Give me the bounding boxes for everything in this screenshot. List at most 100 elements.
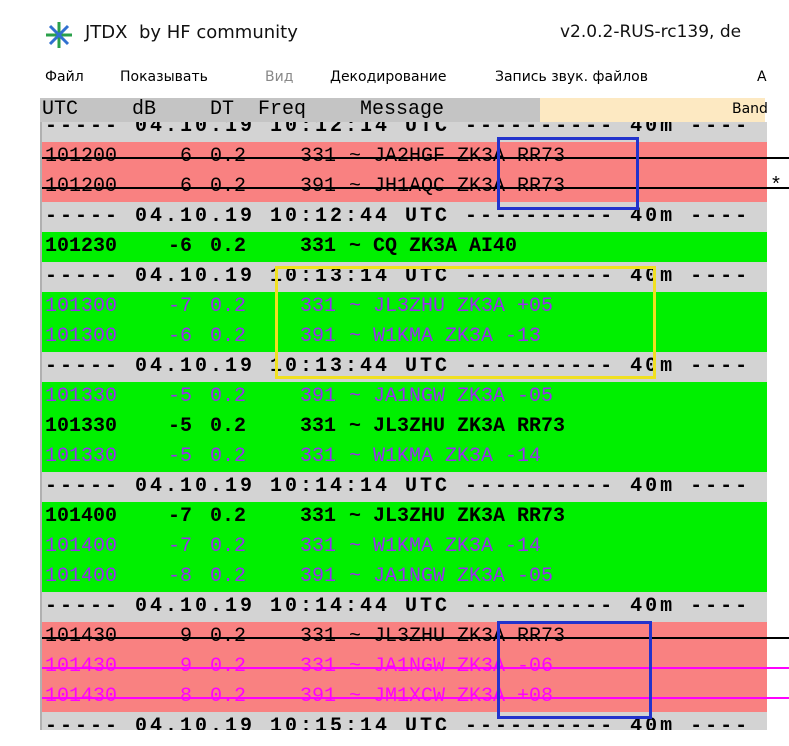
menu-item[interactable]: Вид	[265, 69, 294, 85]
db: -5	[167, 445, 192, 468]
col-dt[interactable]: DT	[210, 98, 235, 121]
strikethrough	[42, 667, 789, 669]
separator-text: ----- 04.10.19 10:15:14 UTC ---------- 4…	[45, 715, 751, 730]
time: 101230	[45, 235, 118, 258]
decode-list: ----- 04.10.19 10:12:14 UTC ---------- 4…	[40, 122, 789, 730]
dt: 0.2	[210, 145, 247, 168]
col-freq[interactable]: Freq	[258, 98, 307, 121]
db: -6	[167, 325, 192, 348]
freq: 391	[300, 385, 337, 408]
db: 6	[180, 142, 192, 172]
freq: 391	[300, 685, 337, 708]
db: -5	[167, 385, 192, 408]
decode-row[interactable]: 101400 -7 0.2 331 ~ W1KMA ZK3A -14	[42, 532, 767, 562]
dt: 0.2	[210, 535, 247, 558]
db: -8	[167, 565, 192, 588]
col-message[interactable]: Message	[360, 98, 445, 121]
strikethrough	[42, 697, 789, 699]
decode-row[interactable]: 101200 6 0.2 331 ~ JA2HGF ZK3A RR73	[42, 142, 789, 172]
dt: 0.2	[210, 625, 247, 648]
app-icon	[46, 22, 72, 48]
time: 101430	[45, 655, 118, 678]
menu-item[interactable]: А	[757, 69, 767, 85]
message: ~ JL3ZHU ZK3A RR73	[349, 625, 566, 648]
time: 101300	[45, 325, 118, 348]
freq: 331	[300, 445, 337, 468]
separator-row: ----- 04.10.19 10:12:14 UTC ---------- 4…	[42, 122, 767, 142]
decode-row[interactable]: 101200 6 0.2 391 ~ JH1AQC ZK3A RR73 *	[42, 172, 789, 202]
highlight-box	[497, 621, 652, 719]
dt: 0.2	[210, 235, 247, 258]
freq: 331	[300, 625, 337, 648]
decode-row[interactable]: 101230 -6 0.2 331 ~ CQ ZK3A AI40	[42, 232, 767, 262]
decode-row[interactable]: 101400 -7 0.2 331 ~ JL3ZHU ZK3A RR73	[42, 502, 767, 532]
highlight-box	[275, 266, 656, 379]
menu-item[interactable]: Запись звук. файлов	[495, 69, 648, 85]
separator-text: ----- 04.10.19 10:12:14 UTC ---------- 4…	[45, 122, 751, 138]
dt: 0.2	[210, 655, 247, 678]
message: ~ JL3ZHU ZK3A +05	[349, 295, 554, 318]
dt: 0.2	[210, 385, 247, 408]
separator-text: ----- 04.10.19 10:13:14 UTC ---------- 4…	[45, 265, 751, 288]
decode-row[interactable]: 101400 -8 0.2 391 ~ JA1NGW ZK3A -05	[42, 562, 767, 592]
time: 101200	[45, 175, 118, 198]
separator-row: ----- 04.10.19 10:14:14 UTC ---------- 4…	[42, 472, 767, 502]
strikethrough	[42, 157, 789, 159]
menu-item[interactable]: Файл	[45, 69, 84, 85]
decode-row[interactable]: 101430 9 0.2 331 ~ JA1NGW ZK3A -06	[42, 652, 789, 682]
decode-row[interactable]: 101300 -6 0.2 391 ~ W1KMA ZK3A -13	[42, 322, 767, 352]
strikethrough	[42, 187, 789, 189]
menu-item[interactable]: Декодирование	[330, 69, 447, 85]
message: ~ JA2HGF ZK3A RR73	[349, 145, 566, 168]
message: ~ JA1NGW ZK3A -06	[349, 655, 554, 678]
dt: 0.2	[210, 505, 247, 528]
window-title: JTDX by HF community	[85, 22, 298, 43]
col-band[interactable]: Band	[732, 101, 768, 117]
dt: 0.2	[210, 175, 247, 198]
dt: 0.2	[210, 565, 247, 588]
separator-row: ----- 04.10.19 10:15:14 UTC ---------- 4…	[42, 712, 767, 730]
dt: 0.2	[210, 685, 247, 708]
separator-row: ----- 04.10.19 10:14:44 UTC ---------- 4…	[42, 592, 767, 622]
db: -6	[167, 235, 192, 258]
freq: 331	[300, 235, 337, 258]
decode-row[interactable]: 101300 -7 0.2 331 ~ JL3ZHU ZK3A +05	[42, 292, 767, 322]
message: ~ JL3ZHU ZK3A RR73	[349, 415, 566, 438]
db: 9	[180, 652, 192, 682]
dt: 0.2	[210, 295, 247, 318]
decode-row[interactable]: 101430 8 0.2 391 ~ JM1XCW ZK3A +08	[42, 682, 789, 712]
db: 9	[180, 622, 192, 652]
time: 101430	[45, 625, 118, 648]
message: ~ JH1AQC ZK3A RR73	[349, 175, 566, 198]
freq: 331	[300, 295, 337, 318]
time: 101400	[45, 505, 118, 528]
decode-row[interactable]: 101330 -5 0.2 331 ~ W1KMA ZK3A -14	[42, 442, 767, 472]
time: 101400	[45, 565, 118, 588]
message: ~ W1KMA ZK3A -14	[349, 535, 542, 558]
column-header: UTC dB DT Freq Message Band	[40, 98, 768, 122]
message: ~ W1KMA ZK3A -13	[349, 325, 542, 348]
db: -7	[167, 535, 192, 558]
decode-row[interactable]: 101330 -5 0.2 331 ~ JL3ZHU ZK3A RR73	[42, 412, 767, 442]
col-utc[interactable]: UTC	[42, 98, 79, 121]
strikethrough	[42, 637, 789, 639]
col-db[interactable]: dB	[132, 98, 157, 121]
message: ~ JL3ZHU ZK3A RR73	[349, 505, 566, 528]
db: -7	[167, 295, 192, 318]
menu-bar: Файл Показывать Вид Декодирование Запись зву…	[0, 66, 789, 90]
band-header-bg	[540, 98, 765, 122]
decode-row[interactable]: 101430 9 0.2 331 ~ JL3ZHU ZK3A RR73	[42, 622, 789, 652]
time: 101330	[45, 445, 118, 468]
freq: 391	[300, 325, 337, 348]
message: ~ JA1NGW ZK3A -05	[349, 385, 554, 408]
dt: 0.2	[210, 415, 247, 438]
message: ~ W1KMA ZK3A -14	[349, 445, 542, 468]
decode-row[interactable]: 101330 -5 0.2 391 ~ JA1NGW ZK3A -05	[42, 382, 767, 412]
freq: 391	[300, 175, 337, 198]
menu-item[interactable]: Показывать	[120, 69, 208, 85]
freq: 331	[300, 145, 337, 168]
time: 101330	[45, 385, 118, 408]
time: 101300	[45, 295, 118, 318]
db: -5	[167, 415, 192, 438]
db: -7	[167, 505, 192, 528]
